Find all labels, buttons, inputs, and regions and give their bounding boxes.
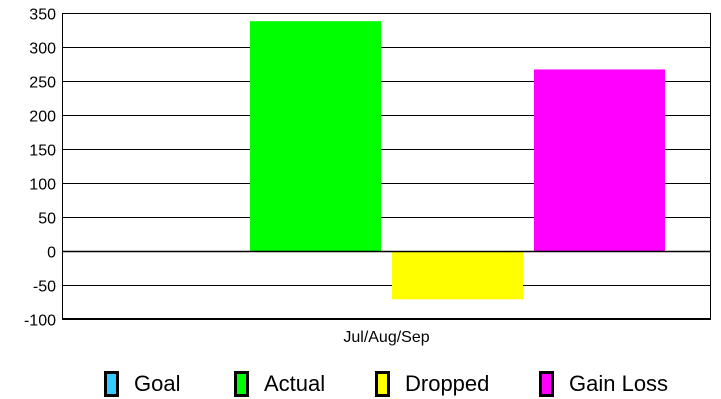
legend-label-goal: Goal <box>134 371 180 396</box>
y-tick-label: 350 <box>29 7 56 24</box>
legend-swatch-gain-loss <box>539 371 554 397</box>
y-tick-label: 300 <box>29 41 56 58</box>
plot-frame <box>62 13 711 319</box>
legend: Goal Actual Dropped Gain Loss <box>104 371 668 397</box>
bar-gain-loss <box>534 69 665 251</box>
y-tick-label: 200 <box>29 109 56 126</box>
legend-label-dropped: Dropped <box>405 371 489 396</box>
y-tick-label: 50 <box>38 211 56 228</box>
y-tick-label: 0 <box>47 245 56 262</box>
bar-dropped <box>392 251 523 300</box>
y-tick-label: 250 <box>29 75 56 92</box>
y-tick-label: -100 <box>24 313 56 330</box>
y-tick-label: -50 <box>33 279 56 296</box>
legend-label-gain-loss: Gain Loss <box>569 371 668 396</box>
axes <box>62 13 711 319</box>
bars <box>250 21 665 300</box>
bar-actual <box>250 21 381 251</box>
grid-lines <box>62 13 711 320</box>
legend-swatch-dropped <box>375 371 390 397</box>
x-category-label: Jul/Aug/Sep <box>343 329 429 346</box>
y-tick-label: 100 <box>29 177 56 194</box>
x-axis-labels: Jul/Aug/Sep <box>343 329 429 346</box>
legend-swatch-goal <box>104 371 119 397</box>
y-axis-ticks: 350 300 250 200 150 100 50 0 -50 -100 <box>24 7 56 330</box>
legend-swatch-actual <box>234 371 249 397</box>
legend-label-actual: Actual <box>264 371 325 396</box>
y-tick-label: 150 <box>29 143 56 160</box>
